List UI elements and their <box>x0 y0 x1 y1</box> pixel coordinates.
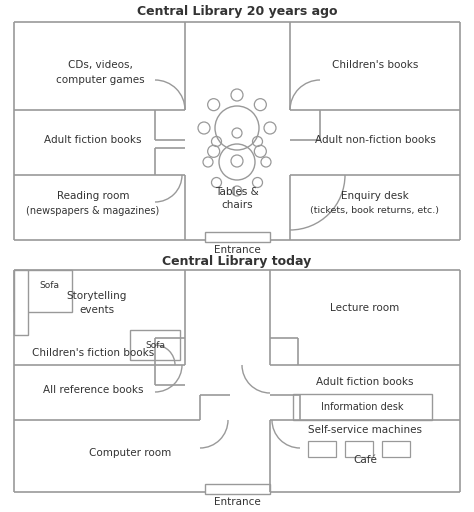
Text: Sofa: Sofa <box>145 340 165 350</box>
Bar <box>308 441 336 457</box>
Bar <box>205 232 270 242</box>
Text: Adult non-fiction books: Adult non-fiction books <box>315 135 436 145</box>
Text: computer games: computer games <box>55 75 144 85</box>
Text: Central Library today: Central Library today <box>163 254 311 267</box>
Text: Reading room: Reading room <box>57 191 129 201</box>
Text: Enquiry desk: Enquiry desk <box>341 191 409 201</box>
Text: Café: Café <box>353 455 377 465</box>
Text: Central Library 20 years ago: Central Library 20 years ago <box>137 6 337 18</box>
Text: Entrance: Entrance <box>214 245 260 255</box>
Text: Entrance: Entrance <box>214 497 260 507</box>
Text: CDs, videos,: CDs, videos, <box>68 60 132 70</box>
Text: events: events <box>80 305 115 315</box>
Bar <box>130 330 180 360</box>
Text: chairs: chairs <box>221 200 253 210</box>
Text: (newspapers & magazines): (newspapers & magazines) <box>27 206 160 216</box>
Text: All reference books: All reference books <box>43 385 143 395</box>
Bar <box>345 441 373 457</box>
Text: Adult fiction books: Adult fiction books <box>44 135 142 145</box>
Text: Information desk: Information desk <box>321 402 403 412</box>
Text: Self-service machines: Self-service machines <box>308 425 422 435</box>
Text: Storytelling: Storytelling <box>67 291 127 301</box>
Bar <box>382 441 410 457</box>
Bar <box>205 484 270 494</box>
Text: Computer room: Computer room <box>89 448 171 458</box>
Text: Tables &: Tables & <box>215 187 259 197</box>
Text: (tickets, book returns, etc.): (tickets, book returns, etc.) <box>310 206 439 216</box>
Text: Sofa: Sofa <box>39 282 59 290</box>
Text: Children's fiction books: Children's fiction books <box>32 348 154 358</box>
FancyBboxPatch shape <box>293 394 432 420</box>
Text: Adult fiction books: Adult fiction books <box>316 377 414 387</box>
Bar <box>14 270 28 335</box>
Text: Lecture room: Lecture room <box>330 303 400 313</box>
Bar <box>14 270 72 312</box>
Text: Children's books: Children's books <box>332 60 418 70</box>
